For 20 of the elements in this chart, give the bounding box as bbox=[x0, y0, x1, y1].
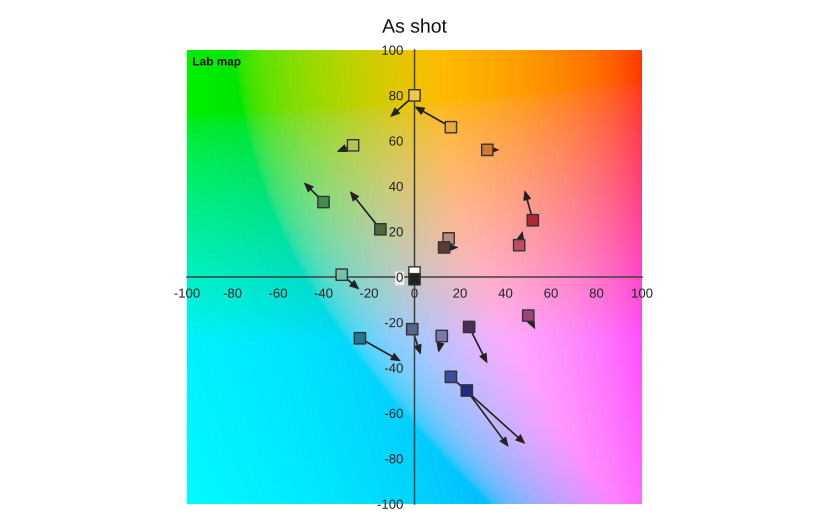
annotation: Lab map bbox=[193, 56, 241, 68]
x-tick-label: 80 bbox=[590, 288, 604, 298]
x-tick-label: -80 bbox=[224, 288, 242, 298]
y-tick-label: 80 bbox=[389, 90, 403, 100]
y-tick-label: 40 bbox=[389, 182, 403, 192]
y-tick-label: -60 bbox=[384, 408, 403, 418]
x-tick-label: -40 bbox=[314, 288, 333, 298]
y-tick-label: 60 bbox=[389, 136, 403, 146]
x-tick-label: 40 bbox=[498, 288, 512, 298]
x-tick-label: -60 bbox=[269, 288, 288, 298]
y-tick-label: 20 bbox=[389, 227, 403, 236]
x-tick-label: 60 bbox=[544, 288, 558, 298]
x-tick-label: 20 bbox=[453, 288, 467, 298]
x-tick-label: -20 bbox=[360, 288, 378, 298]
x-tick-label: -100 bbox=[174, 288, 200, 298]
y-tick-label: -20 bbox=[384, 318, 403, 328]
y-tick-label: -40 bbox=[384, 363, 403, 373]
y-tick-label: -80 bbox=[384, 454, 403, 464]
y-tick-label: 0 bbox=[396, 272, 403, 282]
chart-title: As shot bbox=[382, 18, 447, 33]
